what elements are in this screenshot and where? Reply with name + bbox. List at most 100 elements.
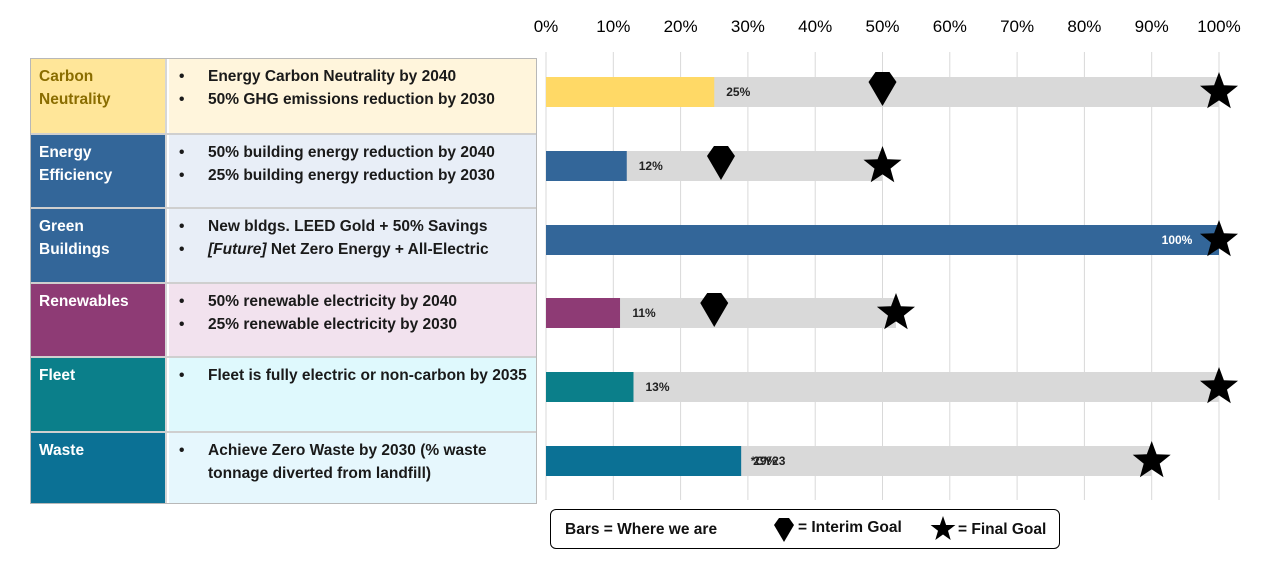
data-label: 11% — [632, 306, 656, 320]
bullet-icon: • — [179, 68, 185, 85]
x-tick-label: 100% — [1197, 17, 1240, 36]
table-row: Energy Efficiency • 50% building energy red… — [31, 133, 536, 207]
progress-bar — [546, 225, 1219, 255]
category-cell: Green Buildings — [31, 209, 167, 282]
goal-text: 25% renewable electricity by 2030 — [208, 316, 458, 333]
goal-item: • 25% building energy reduction by 2030 — [177, 164, 530, 187]
bullet-icon: • — [179, 293, 185, 310]
table-row: Waste • Achieve Zero Waste by 2030 (% wast… — [31, 431, 536, 503]
table-row: Fleet • Fleet is fully electric or non-car… — [31, 356, 536, 431]
progress-chart: 0% 10% 20% 30% 40% 50% 60% 70% 80% 90% 100% 25% 12% 1… — [534, 17, 1241, 500]
goal-text: Fleet is fully electric or non-carbon by… — [208, 367, 527, 384]
goal-item: • 50% GHG emissions reduction by 2030 — [177, 88, 530, 111]
x-tick-label: 40% — [798, 17, 832, 36]
goal-item: • 25% renewable electricity by 2030 — [177, 313, 530, 336]
goal-item: • [Future] Net Zero Energy + All-Electric — [177, 238, 530, 261]
table-row: Green Buildings • New bldgs. LEED Gold + 50… — [31, 207, 536, 282]
goals-cell: • Fleet is fully electric or non-carbon b… — [169, 358, 536, 431]
progress-bar — [546, 446, 742, 476]
bullet-icon: • — [179, 91, 185, 108]
goal-text: 50% building energy reduction by 2040 — [208, 144, 495, 161]
bullet-icon: • — [179, 241, 185, 258]
x-tick-label: 80% — [1067, 17, 1101, 36]
legend: Bars = Where we are = Interim Goal = Fin… — [550, 509, 1060, 549]
goals-table: Carbon Neutrality • Energy Carbon Neutralit… — [30, 58, 537, 504]
x-tick-label: 0% — [534, 17, 559, 36]
interim-goal-marker — [868, 72, 897, 106]
data-label: 25% — [726, 85, 750, 99]
interim-goal-icon — [774, 518, 794, 542]
x-tick-label: 90% — [1135, 17, 1169, 36]
category-label: Buildings — [39, 241, 110, 258]
data-label: 13% — [645, 380, 669, 394]
final-goal-marker — [876, 293, 915, 330]
legend-interim-text: = Interim Goal — [798, 519, 902, 536]
goals-cell: • Energy Carbon Neutrality by 2040 • 50% GH… — [169, 59, 536, 133]
legend-bars-text: Bars = Where we are — [565, 521, 718, 538]
x-tick-label: 70% — [1000, 17, 1034, 36]
category-cell: Carbon Neutrality — [31, 59, 167, 133]
interim-goal-marker — [700, 293, 729, 327]
table-row: Renewables • 50% renewable electricity by … — [31, 282, 536, 356]
x-tick-label: 30% — [731, 17, 765, 36]
goal-text: Net Zero Energy + All-Electric — [266, 241, 489, 258]
goal-text: 50% GHG emissions reduction by 2030 — [208, 91, 495, 108]
goal-item: • 50% building energy reduction by 2040 — [177, 141, 530, 164]
data-label: 12% — [639, 159, 663, 173]
data-label: 29% — [753, 454, 777, 468]
category-cell: Renewables — [31, 284, 167, 356]
bullet-icon: • — [179, 367, 185, 384]
goal-item: • 50% renewable electricity by 2040 — [177, 290, 530, 313]
bullet-icon: • — [179, 167, 185, 184]
star-icon — [930, 516, 956, 540]
final-goal-marker — [1200, 220, 1238, 257]
goal-prefix: [Future] — [208, 241, 267, 258]
category-label: Carbon — [39, 68, 94, 85]
goals-cell: • New bldgs. LEED Gold + 50% Savings • [Fut… — [169, 209, 536, 282]
goal-text: 50% renewable electricity by 2040 — [208, 293, 458, 310]
final-goal-marker — [1200, 72, 1238, 109]
goals-cell: • 50% renewable electricity by 2040 • 25% r… — [169, 284, 536, 356]
x-tick-label: 10% — [596, 17, 630, 36]
goal-item: • New bldgs. LEED Gold + 50% Savings — [177, 215, 530, 238]
category-label: Efficiency — [39, 167, 113, 184]
x-tick-label: 60% — [933, 17, 967, 36]
category-cell: Fleet — [31, 358, 167, 431]
bullet-icon: • — [179, 144, 185, 161]
progress-track — [546, 372, 1219, 402]
goals-cell: • Achieve Zero Waste by 2030 (% waste ton… — [169, 433, 536, 503]
bullet-icon: • — [179, 218, 185, 235]
annotation-label: *CY23 — [751, 454, 786, 468]
category-cell: Energy Efficiency — [31, 135, 167, 207]
progress-bar — [546, 298, 621, 328]
legend-final-text: = Final Goal — [958, 521, 1047, 538]
category-label: Waste — [39, 442, 85, 459]
x-tick-label: 20% — [664, 17, 698, 36]
progress-bar — [546, 372, 634, 402]
category-label: Energy — [39, 144, 92, 161]
goal-item: • Energy Carbon Neutrality by 2040 — [177, 65, 530, 88]
final-goal-marker — [1200, 367, 1238, 404]
data-label: 100% — [1162, 233, 1193, 247]
x-tick-label: 50% — [865, 17, 899, 36]
goals-cell: • 50% building energy reduction by 2040 • 2… — [169, 135, 536, 207]
bullet-icon: • — [179, 316, 185, 333]
interim-goal-marker — [706, 146, 735, 180]
goal-text: Achieve Zero Waste by 2030 (% waste tonn… — [208, 442, 487, 482]
category-label: Green — [39, 218, 84, 235]
category-cell: Waste — [31, 433, 167, 503]
goal-text: New bldgs. LEED Gold + 50% Savings — [208, 218, 488, 235]
category-label: Neutrality — [39, 91, 111, 108]
final-goal-marker — [1132, 441, 1171, 478]
table-row: Carbon Neutrality • Energy Carbon Neutralit… — [31, 59, 536, 133]
bullet-icon: • — [179, 442, 185, 459]
goal-text: Energy Carbon Neutrality by 2040 — [208, 68, 457, 85]
goal-text: 25% building energy reduction by 2030 — [208, 167, 495, 184]
goal-item: • Achieve Zero Waste by 2030 (% waste ton… — [177, 439, 530, 485]
progress-bar — [546, 77, 715, 107]
category-label: Fleet — [39, 367, 76, 384]
category-label: Renewables — [39, 293, 129, 310]
progress-bar — [546, 151, 627, 181]
goal-item: • Fleet is fully electric or non-carbon b… — [177, 364, 530, 387]
final-goal-marker — [863, 146, 902, 183]
